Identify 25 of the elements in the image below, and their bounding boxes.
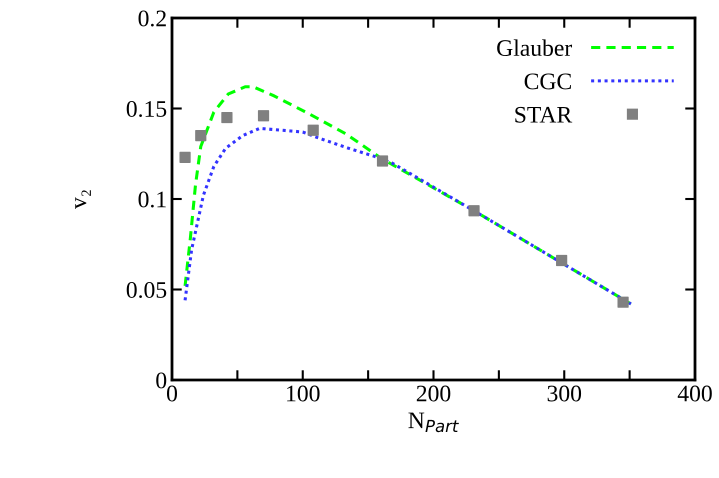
line-series bbox=[184, 126, 632, 306]
x-tick-label: 400 bbox=[678, 386, 712, 402]
legend-label: Glauber bbox=[497, 39, 572, 56]
x-tick-label: 0 bbox=[166, 386, 178, 402]
y-tick-label: 0.1 bbox=[138, 191, 166, 208]
x-tick-label: 100 bbox=[287, 386, 320, 402]
point bbox=[556, 254, 568, 266]
y-axis-title: v₂ bbox=[75, 190, 91, 210]
x-axis-title: N$_{Part}$ bbox=[408, 412, 459, 432]
y-tick-label: 0.15 bbox=[126, 100, 166, 118]
y-tick-label: 0.2 bbox=[138, 10, 166, 27]
point bbox=[308, 124, 319, 136]
point bbox=[179, 152, 191, 163]
point bbox=[221, 112, 233, 124]
point bbox=[195, 130, 206, 142]
point bbox=[617, 296, 629, 308]
x-tick-label: 300 bbox=[548, 386, 582, 402]
point bbox=[468, 205, 480, 216]
point bbox=[258, 110, 270, 122]
y-tick-label: 0 bbox=[156, 372, 166, 388]
point bbox=[376, 155, 388, 167]
legend-label: STAR bbox=[515, 106, 572, 123]
x-tick-label: 200 bbox=[416, 386, 450, 402]
y-tick-label: 0.05 bbox=[126, 282, 166, 298]
legend-label: CGC bbox=[524, 74, 571, 90]
